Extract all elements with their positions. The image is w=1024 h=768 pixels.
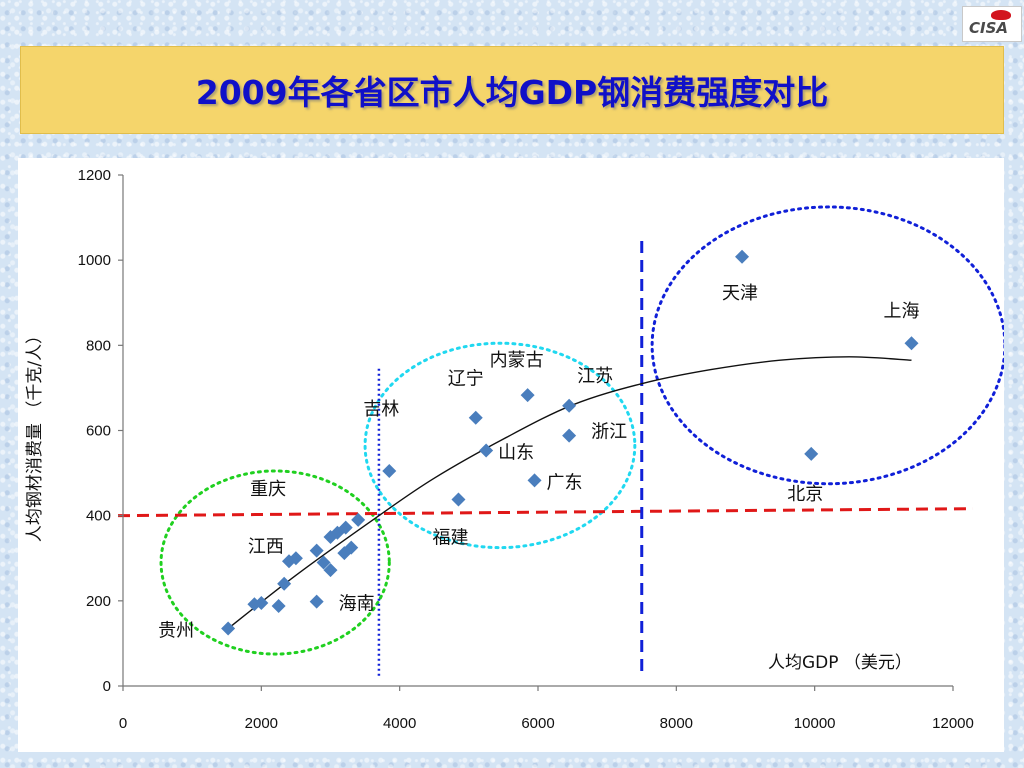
page-title: 2009年各省区市人均GDP钢消费强度对比 bbox=[195, 73, 829, 112]
data-point bbox=[451, 492, 466, 507]
group-ellipse-0 bbox=[159, 469, 391, 656]
data-points bbox=[221, 249, 919, 636]
data-point bbox=[254, 595, 269, 610]
title-bar: 2009年各省区市人均GDP钢消费强度对比 bbox=[20, 46, 1004, 134]
data-point bbox=[247, 597, 262, 612]
data-point bbox=[271, 598, 286, 613]
y-tick-label: 800 bbox=[86, 337, 111, 354]
x-axis-label: 人均GDP （美元） bbox=[768, 653, 912, 673]
data-point bbox=[277, 576, 292, 591]
cisa-logo: CISA bbox=[962, 6, 1022, 42]
y-axis-label: 人均钢材消费量 （千克/人） bbox=[25, 327, 45, 542]
point-label: 广东 bbox=[547, 472, 583, 493]
x-tick-label: 10000 bbox=[794, 715, 836, 732]
data-point bbox=[316, 555, 331, 570]
group-ellipse-2 bbox=[650, 205, 1004, 486]
data-point bbox=[479, 443, 494, 458]
y-tick-label: 200 bbox=[86, 593, 111, 610]
point-label: 贵州 bbox=[158, 621, 194, 642]
point-label: 海南 bbox=[339, 594, 375, 615]
x-tick-label: 6000 bbox=[521, 715, 554, 732]
x-tick-label: 2000 bbox=[245, 715, 278, 732]
logo-text: CISA bbox=[969, 19, 1009, 37]
data-point bbox=[323, 563, 338, 578]
x-tick-label: 0 bbox=[119, 715, 127, 732]
point-label: 北京 bbox=[787, 484, 823, 505]
data-point bbox=[351, 512, 366, 527]
data-point bbox=[344, 540, 359, 555]
data-point bbox=[562, 428, 577, 443]
point-label: 江苏 bbox=[577, 366, 613, 387]
reference-lines bbox=[117, 241, 974, 676]
data-point bbox=[527, 473, 542, 488]
point-label: 江西 bbox=[248, 536, 284, 557]
data-point bbox=[382, 463, 397, 478]
point-label: 福建 bbox=[432, 527, 468, 548]
point-label: 山东 bbox=[498, 443, 534, 464]
data-point bbox=[338, 520, 353, 535]
x-tick-label: 12000 bbox=[932, 715, 974, 732]
point-label: 吉林 bbox=[363, 399, 399, 420]
point-label: 上海 bbox=[884, 301, 920, 322]
point-label: 重庆 bbox=[250, 479, 286, 500]
y-tick-label: 1200 bbox=[78, 167, 111, 184]
data-point bbox=[221, 621, 236, 636]
y-tick-label: 0 bbox=[103, 678, 111, 695]
data-point bbox=[735, 249, 750, 264]
x-tick-label: 8000 bbox=[660, 715, 693, 732]
point-label: 天津 bbox=[722, 283, 758, 304]
point-label: 浙江 bbox=[591, 422, 627, 443]
data-point bbox=[804, 446, 819, 461]
data-point bbox=[904, 336, 919, 351]
data-point bbox=[288, 551, 303, 566]
reference-line-h-0 bbox=[117, 507, 974, 518]
group-ellipse-1 bbox=[363, 341, 637, 550]
data-point bbox=[520, 388, 535, 403]
y-tick-label: 600 bbox=[86, 423, 111, 440]
logo-swirl-icon bbox=[991, 10, 1011, 20]
chart-panel: 0 200 400 600 800 1000 1200 0 2000 4000 6000 8000 10… bbox=[18, 158, 1004, 752]
data-point bbox=[562, 398, 577, 413]
data-point bbox=[309, 543, 324, 558]
point-label: 辽宁 bbox=[448, 369, 484, 390]
group-ellipses bbox=[159, 205, 1004, 656]
data-point bbox=[468, 410, 483, 425]
y-tick-label: 1000 bbox=[78, 252, 111, 269]
point-label: 内蒙古 bbox=[490, 350, 544, 371]
y-tick-label: 400 bbox=[86, 508, 111, 525]
x-tick-label: 4000 bbox=[383, 715, 416, 732]
data-point bbox=[309, 594, 324, 609]
